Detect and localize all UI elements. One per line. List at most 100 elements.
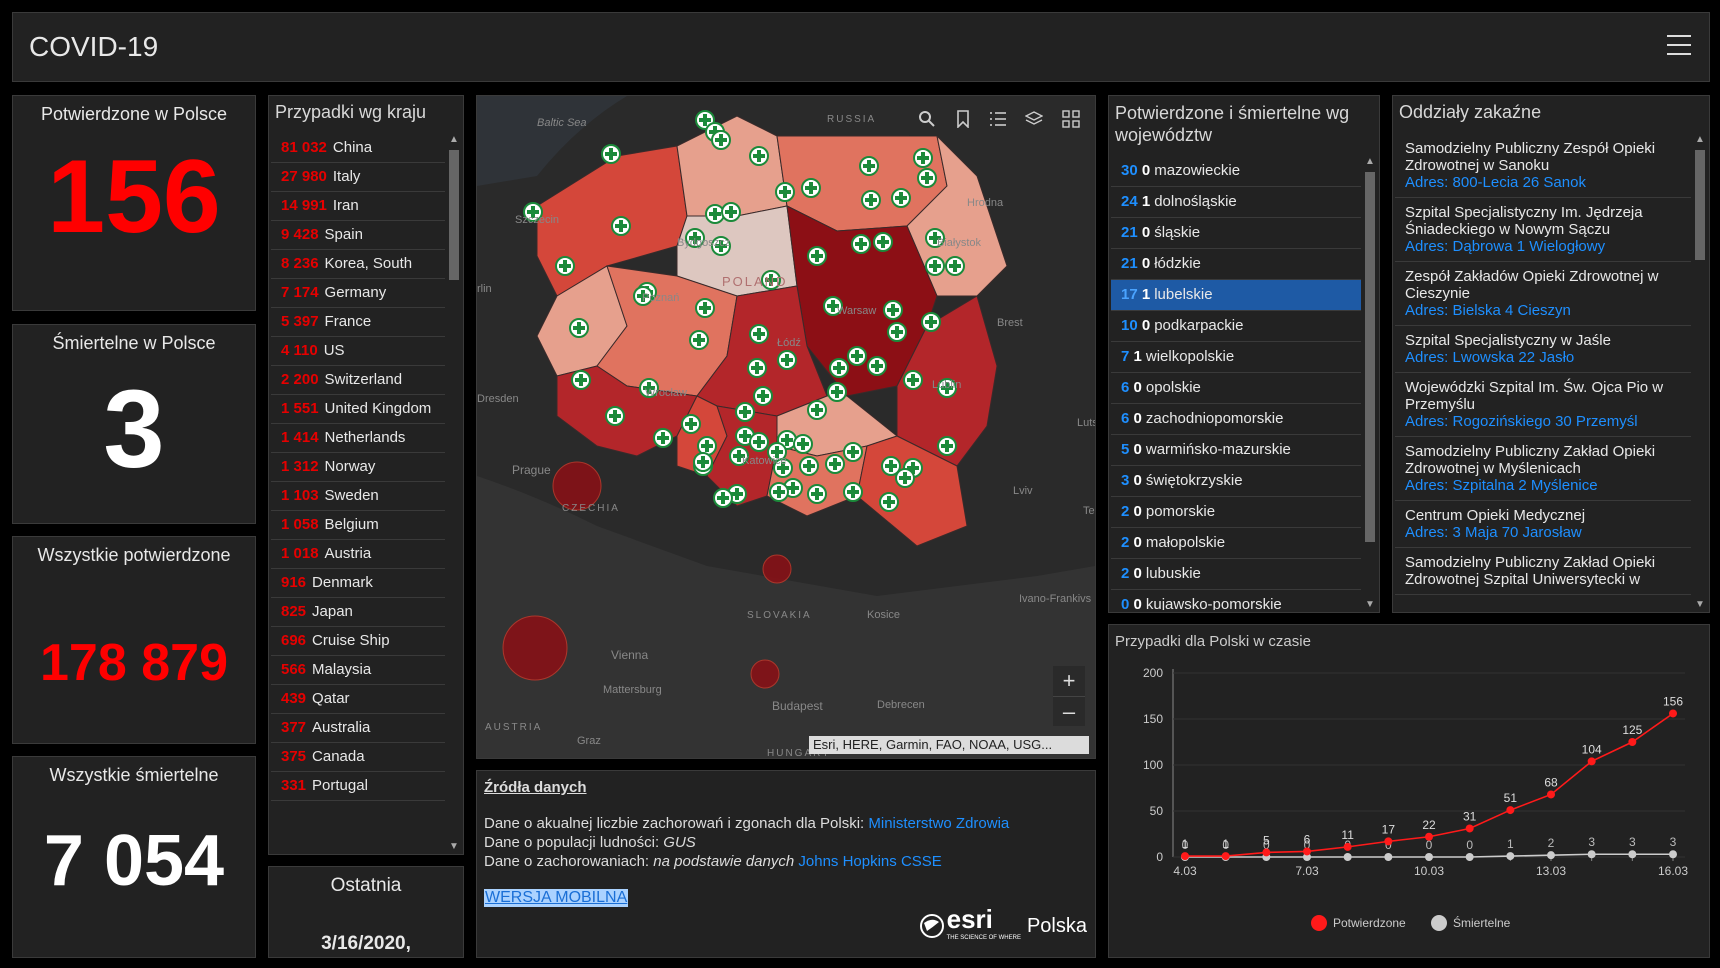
voivodeship-row[interactable]: 5 0 warmińsko-mazurskie (1111, 435, 1361, 466)
hospital-marker-icon[interactable] (887, 322, 907, 342)
scroll-up-icon[interactable]: ▲ (449, 134, 459, 145)
zoom-out-button[interactable]: – (1062, 699, 1076, 724)
scroll-up-icon[interactable]: ▲ (1365, 156, 1375, 167)
hospital-marker-icon[interactable] (879, 492, 899, 512)
voivodeship-row[interactable]: 21 0 łódzkie (1111, 249, 1361, 280)
hospital-marker-icon[interactable] (829, 358, 849, 378)
voivodeship-row[interactable]: 10 0 podkarpackie (1111, 311, 1361, 342)
hospital-marker-icon[interactable] (601, 144, 621, 164)
scroll-thumb[interactable] (449, 150, 459, 280)
country-row[interactable]: 1 551 United Kingdom (271, 395, 445, 424)
hospital-list[interactable]: Samodzielny Publiczny Zespół Opieki Zdro… (1395, 134, 1691, 610)
country-row[interactable]: 439 Qatar (271, 685, 445, 714)
scroll-thumb[interactable] (1695, 150, 1705, 260)
voivodeship-row[interactable]: 21 0 śląskie (1111, 218, 1361, 249)
voivodeship-row[interactable]: 0 0 kujawsko-pomorskie (1111, 590, 1361, 610)
scroll-down-icon[interactable]: ▼ (1365, 599, 1375, 610)
hospital-marker-icon[interactable] (711, 236, 731, 256)
hospital-marker-icon[interactable] (881, 456, 901, 476)
hospital-marker-icon[interactable] (721, 202, 741, 222)
scroll-thumb[interactable] (1365, 172, 1375, 542)
country-row[interactable]: 8 236 Korea, South (271, 250, 445, 279)
hospital-marker-icon[interactable] (735, 402, 755, 422)
voivodeship-row[interactable]: 6 0 zachodniopomorskie (1111, 404, 1361, 435)
hospital-marker-icon[interactable] (705, 204, 725, 224)
hospital-marker-icon[interactable] (555, 256, 575, 276)
hospital-marker-icon[interactable] (799, 456, 819, 476)
voivodeship-row[interactable]: 24 1 dolnośląskie (1111, 187, 1361, 218)
hospital-marker-icon[interactable] (867, 356, 887, 376)
country-row[interactable]: 27 980 Italy (271, 163, 445, 192)
hospital-marker-icon[interactable] (807, 400, 827, 420)
country-row[interactable]: 566 Malaysia (271, 656, 445, 685)
list-icon[interactable] (989, 110, 1007, 128)
country-row[interactable]: 696 Cruise Ship (271, 627, 445, 656)
hamburger-menu-icon[interactable] (1667, 35, 1691, 57)
hospital-marker-icon[interactable] (747, 358, 767, 378)
map-panel[interactable]: Baltic Sea RUSSIA Szczecin rlin Bydgoszc… (476, 95, 1096, 759)
voivodeship-row[interactable]: 7 1 wielkopolskie (1111, 342, 1361, 373)
hospital-marker-icon[interactable] (571, 370, 591, 390)
zoom-in-button[interactable]: + (1053, 666, 1085, 697)
hospital-row[interactable]: Wojewódzki Szpital Im. Św. Ojca Pio w Pr… (1395, 373, 1691, 437)
scroll-down-icon[interactable]: ▼ (449, 841, 459, 852)
hospital-marker-icon[interactable] (713, 488, 733, 508)
hospital-marker-icon[interactable] (769, 482, 789, 502)
hospital-marker-icon[interactable] (681, 414, 701, 434)
voivodeship-row[interactable]: 30 0 mazowieckie (1111, 156, 1361, 187)
country-row[interactable]: 377 Australia (271, 714, 445, 743)
hospital-marker-icon[interactable] (851, 234, 871, 254)
hospital-marker-icon[interactable] (843, 482, 863, 502)
hospital-marker-icon[interactable] (945, 256, 965, 276)
hospital-marker-icon[interactable] (847, 346, 867, 366)
hospital-marker-icon[interactable] (891, 188, 911, 208)
hospital-row[interactable]: Samodzielny Publiczny Zespół Opieki Zdro… (1395, 134, 1691, 198)
hospital-marker-icon[interactable] (569, 318, 589, 338)
country-row[interactable]: 4 110 US (271, 337, 445, 366)
hospital-marker-icon[interactable] (843, 442, 863, 462)
hospital-marker-icon[interactable] (913, 148, 933, 168)
hospital-marker-icon[interactable] (937, 378, 957, 398)
hospital-row[interactable]: Zespół Zakładów Opieki Zdrowotnej w Cies… (1395, 262, 1691, 326)
country-row[interactable]: 9 428 Spain (271, 221, 445, 250)
hospital-scrollbar[interactable]: ▲ ▼ (1693, 134, 1707, 610)
hospital-marker-icon[interactable] (753, 386, 773, 406)
country-row[interactable]: 14 991 Iran (271, 192, 445, 221)
country-row[interactable]: 81 032 China (271, 134, 445, 163)
country-row[interactable]: 7 174 Germany (271, 279, 445, 308)
hospital-row[interactable]: Szpital Specjalistyczny Im. Jędrzeja Śni… (1395, 198, 1691, 262)
region-podlaskie[interactable] (906, 134, 1008, 297)
country-list[interactable]: 81 032 China 27 980 Italy 14 991 Iran 9 428 Spa… (271, 134, 445, 852)
hospital-marker-icon[interactable] (859, 156, 879, 176)
hospital-marker-icon[interactable] (921, 312, 941, 332)
hospital-marker-icon[interactable] (823, 296, 843, 316)
bookmark-icon[interactable] (955, 110, 971, 128)
hospital-marker-icon[interactable] (639, 378, 659, 398)
ministry-link[interactable]: Ministerstwo Zdrowia (868, 815, 1010, 832)
hospital-marker-icon[interactable] (605, 406, 625, 426)
hospital-marker-icon[interactable] (917, 168, 937, 188)
hospital-marker-icon[interactable] (729, 446, 749, 466)
hospital-marker-icon[interactable] (653, 428, 673, 448)
hospital-marker-icon[interactable] (633, 286, 653, 306)
jhu-link[interactable]: Johns Hopkins CSSE (798, 853, 942, 870)
map[interactable]: Baltic Sea RUSSIA Szczecin rlin Bydgoszc… (477, 96, 1095, 758)
voivodeship-row[interactable]: 2 0 lubuskie (1111, 559, 1361, 590)
country-row[interactable]: 916 Denmark (271, 569, 445, 598)
hospital-marker-icon[interactable] (925, 228, 945, 248)
layers-icon[interactable] (1025, 110, 1044, 128)
voivodeship-scrollbar[interactable]: ▲ ▼ (1363, 156, 1377, 610)
hospital-marker-icon[interactable] (761, 270, 781, 290)
voivodeship-row[interactable]: 6 0 opolskie (1111, 373, 1361, 404)
qr-grid-icon[interactable] (1062, 110, 1080, 128)
hospital-marker-icon[interactable] (801, 178, 821, 198)
country-row[interactable]: 1 103 Sweden (271, 482, 445, 511)
hospital-row[interactable]: Samodzielny Publiczny Zakład Opieki Zdro… (1395, 437, 1691, 501)
hospital-marker-icon[interactable] (775, 182, 795, 202)
hospital-markers[interactable] (523, 110, 965, 512)
scroll-down-icon[interactable]: ▼ (1695, 599, 1705, 610)
country-row[interactable]: 1 018 Austria (271, 540, 445, 569)
voivodeship-row[interactable]: 2 0 małopolskie (1111, 528, 1361, 559)
hospital-marker-icon[interactable] (773, 458, 793, 478)
hospital-marker-icon[interactable] (807, 246, 827, 266)
